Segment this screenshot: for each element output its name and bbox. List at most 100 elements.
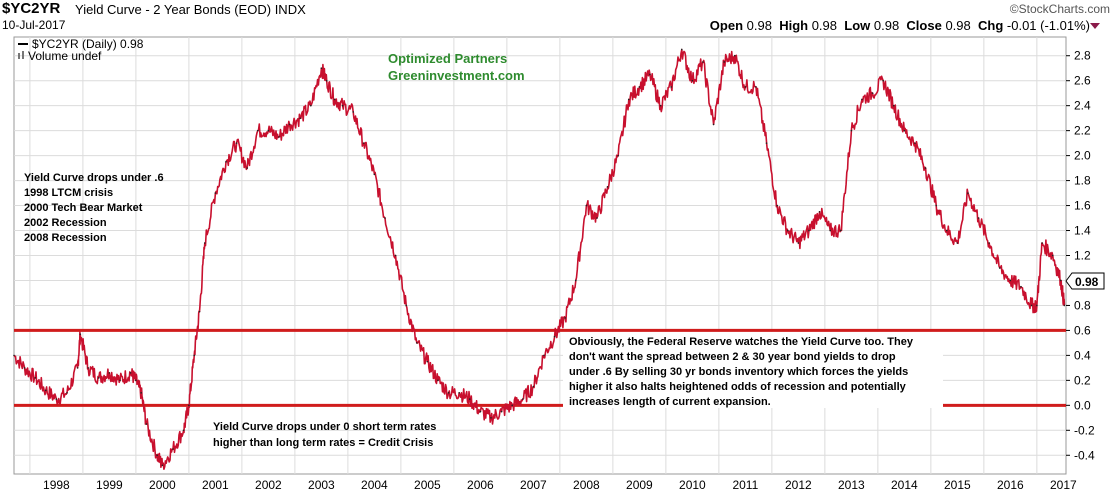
chg-value: -0.01 (-1.01%) [1006, 18, 1090, 33]
data-point [744, 86, 747, 88]
y-tick-label: 2.2 [1074, 124, 1091, 138]
y-tick-label: 0.8 [1074, 298, 1091, 312]
legend: $YC2YR (Daily) 0.98 Volume undef [18, 37, 144, 63]
data-point [808, 229, 810, 232]
data-point [267, 129, 270, 132]
data-point [596, 217, 598, 219]
x-tick-label: 2001 [202, 478, 229, 492]
data-point [214, 192, 217, 194]
high-value: 0.98 [811, 18, 838, 33]
x-tick-label: 2017 [1050, 478, 1077, 492]
data-point [246, 167, 248, 169]
brand: ©StockCharts.com [1009, 2, 1110, 16]
high-label: High [779, 18, 809, 33]
data-point [97, 377, 100, 379]
data-point [44, 389, 47, 392]
x-tick-label: 2000 [149, 478, 176, 492]
data-point [333, 98, 336, 101]
y-tick-label: 2.0 [1074, 149, 1091, 163]
y-tick-label: -0.4 [1074, 448, 1095, 462]
data-point [818, 211, 821, 213]
data-point [797, 242, 800, 244]
data-point [156, 454, 158, 457]
ohlc-readout: Open 0.98 High 0.98 Low 0.98 Close 0.98 … [710, 18, 1090, 33]
y-tick-label: 1.6 [1074, 199, 1091, 213]
data-point [87, 367, 89, 369]
data-point [1059, 279, 1062, 282]
data-point [458, 392, 460, 394]
data-point [829, 229, 831, 232]
x-tick-label: 2007 [520, 478, 547, 492]
data-point [119, 379, 121, 382]
data-point [627, 98, 630, 101]
chart-title: Yield Curve - 2 Year Bonds (EOD) INDX [75, 2, 306, 17]
x-tick-label: 2015 [944, 478, 971, 492]
x-tick-label: 2002 [255, 478, 282, 492]
data-point [680, 48, 683, 51]
data-point [256, 129, 259, 132]
data-point [161, 464, 164, 467]
data-point [733, 54, 736, 57]
data-point [198, 310, 201, 313]
last-value-box [1065, 272, 1105, 290]
data-point [394, 254, 397, 257]
data-point [765, 142, 768, 144]
data-point [861, 98, 863, 101]
chg-down-icon [1090, 23, 1100, 29]
data-point [839, 229, 842, 232]
x-tick-label: 2013 [838, 478, 865, 492]
data-point [500, 410, 503, 413]
data-point [34, 377, 36, 379]
note-bottom-line: higher than long term rates = Credit Cri… [213, 437, 433, 449]
y-tick-label: 2.4 [1074, 99, 1091, 113]
x-tick-label: 2003 [308, 478, 335, 492]
y-tick-label: 1.8 [1074, 174, 1091, 188]
data-point [553, 335, 556, 338]
data-point [1063, 304, 1066, 307]
low-value: 0.98 [873, 18, 900, 33]
note-left-line: 2002 Recession [24, 217, 107, 229]
data-point [225, 161, 227, 163]
y-axis: -0.4-0.20.00.20.40.60.81.01.21.41.61.82.… [1066, 49, 1095, 462]
data-point [977, 217, 980, 219]
data-point [66, 392, 68, 394]
data-point [967, 192, 969, 194]
legend-series: $YC2YR (Daily) 0.98 [32, 37, 144, 51]
data-point [1036, 304, 1038, 307]
x-tick-label: 2004 [361, 478, 388, 492]
volume-icon [18, 53, 20, 59]
data-point [543, 354, 545, 357]
data-point [320, 67, 323, 70]
data-point [193, 354, 195, 357]
data-point [182, 429, 185, 432]
watermark-line2: Greeninvestment.com [388, 68, 525, 83]
x-tick-label: 1999 [96, 478, 123, 492]
data-point [935, 204, 937, 207]
data-point [405, 304, 407, 307]
data-point [288, 123, 291, 126]
data-point [203, 242, 206, 244]
data-point [188, 404, 190, 407]
data-point [998, 267, 1001, 269]
y-tick-label: -0.2 [1074, 423, 1095, 437]
x-tick-label: 2008 [573, 478, 600, 492]
low-label: Low [844, 18, 871, 33]
data-point [172, 448, 174, 450]
data-point [882, 79, 884, 82]
symbol: $YC2YR [2, 0, 61, 17]
data-point [649, 73, 651, 76]
data-point [617, 154, 619, 157]
data-point [341, 104, 344, 107]
exchange: INDX [274, 2, 306, 17]
watermark-line1: Optimized Partners [388, 51, 507, 66]
data-point [871, 92, 874, 94]
data-point [352, 111, 354, 113]
data-point [426, 360, 429, 363]
data-point [384, 217, 386, 219]
chart-title-text: Yield Curve - 2 Year Bonds (EOD) [75, 2, 272, 17]
data-point [479, 410, 482, 413]
x-tick-label: 1998 [43, 478, 70, 492]
data-point [585, 204, 588, 207]
annotation-left: Yield Curve drops under .6 1998 LTCM cri… [24, 172, 164, 244]
